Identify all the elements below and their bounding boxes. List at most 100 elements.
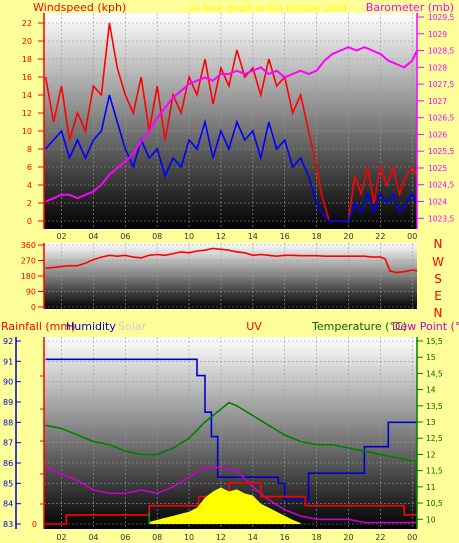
rain-x-tick-label: 10	[184, 533, 194, 542]
temperature-title: Temperature (°C)	[311, 320, 407, 333]
wind-right-title: Barometer (mb)	[366, 1, 454, 14]
direction-tick-label: 180	[21, 272, 36, 281]
humidity-tick-label: 89	[3, 398, 13, 407]
wind-x-tick-label: 10	[184, 232, 194, 241]
rain-tick-label: 0	[32, 520, 37, 529]
rain-series-temperature	[45, 401, 417, 462]
solar-title: Solar	[118, 320, 147, 333]
wind-x-tick-label: 00	[407, 232, 417, 241]
wind-left-tick-label: 4	[27, 181, 32, 190]
wind-right-tick-label: 1027,5	[428, 80, 454, 89]
direction-grid	[44, 243, 417, 309]
humidity-tick-label: 87	[3, 439, 13, 448]
humidity-tick-label: 90	[3, 378, 13, 387]
rainfall-title: Rainfall (mm)	[1, 320, 75, 333]
humidity-tick-label: 83	[3, 520, 13, 529]
humidity-tick-label: 88	[3, 418, 13, 427]
wind-x-tick-label: 08	[152, 232, 162, 241]
temperature-axis: 10 10,5 11 11,5 12 12,5 13 13,5 14 14,5 15 15,5	[417, 337, 443, 524]
rain-x-tick-label: 02	[56, 533, 66, 542]
rain-series-rainfall	[45, 482, 417, 525]
wind-left-tick-label: 20	[22, 37, 32, 46]
wind-x-tick-label: 14	[248, 232, 258, 241]
wind-right-tick-label: 1024	[428, 198, 447, 207]
wind-left-tick-label: 2	[27, 199, 32, 208]
wind-x-axis: 02 04 06 08 10 12 14 16 18 20 22 00	[56, 232, 417, 241]
temperature-tick-label: 12	[426, 450, 436, 459]
rain-axis: 0	[32, 375, 44, 529]
wind-right-tick-label: 1024,5	[428, 181, 454, 190]
temperature-tick-label: 11,5	[426, 467, 443, 476]
temperature-tick-label: 13	[426, 418, 436, 427]
temperature-tick-label: 11	[426, 483, 436, 492]
wind-right-tick-label: 1029,5	[428, 13, 454, 22]
temperature-tick-label: 14	[426, 386, 436, 395]
wind-right-tick-label: 1025	[428, 164, 447, 173]
rain-series-dewpoint	[45, 466, 417, 524]
rain-x-tick-label: 04	[88, 533, 98, 542]
wind-series	[44, 22, 418, 222]
temperature-tick-label: 13,5	[426, 402, 443, 411]
temperature-tick-label: 10,5	[426, 499, 443, 508]
wind-series-pressure	[45, 46, 418, 203]
wind-x-tick-label: 22	[375, 232, 385, 241]
rain-x-tick-label: 00	[407, 533, 417, 542]
temperature-tick-label: 15	[426, 353, 436, 362]
direction-series-direction	[45, 247, 418, 274]
compass-label-s: S	[434, 272, 442, 286]
direction-tick-label: 0	[31, 303, 36, 312]
rain-x-tick-label: 06	[120, 533, 130, 542]
compass-label-n-top: N	[434, 237, 443, 251]
wind-right-tick-label: 1025,5	[428, 147, 454, 156]
humidity-title: Humidity	[66, 320, 116, 333]
temperature-tick-label: 10	[426, 515, 436, 524]
wind-x-tick-label: 16	[280, 232, 290, 241]
rain-x-tick-label: 22	[375, 533, 385, 542]
temperature-tick-label: 15,5	[426, 337, 443, 346]
wind-series-average	[45, 94, 418, 222]
wind-left-tick-label: 10	[22, 127, 32, 136]
wind-x-tick-label: 06	[120, 232, 130, 241]
wind-pressure-chart: Windspeed (kph) 24 hour graph to 6th Oct…	[22, 1, 455, 241]
temperature-tick-label: 14,5	[426, 369, 443, 378]
rain-series-solar	[149, 487, 301, 524]
rain-humidity-temp-chart: Rainfall (mm) Humidity Solar UV Temperat…	[1, 320, 459, 542]
humidity-tick-label: 91	[3, 357, 13, 366]
humidity-tick-label: 85	[3, 479, 13, 488]
wind-left-tick-label: 16	[22, 73, 32, 82]
compass-label-e: E	[434, 289, 442, 303]
wind-right-tick-label: 1026,5	[428, 114, 454, 123]
compass-labels: N W S E N	[432, 237, 444, 320]
wind-right-tick-label: 1028	[428, 63, 447, 72]
wind-left-tick-label: 14	[22, 91, 32, 100]
wind-x-tick-label: 20	[343, 232, 353, 241]
humidity-axis: 83 84 85 86 87 88 89 90 91 92	[3, 337, 21, 529]
rain-x-tick-label: 20	[343, 533, 353, 542]
wind-center-title: 24 hour graph to 6th October 2024	[189, 4, 348, 14]
wind-direction-chart: 0 90 180 270 360 N W S E N	[21, 237, 444, 320]
wind-right-tick-label: 1028,5	[428, 47, 454, 56]
compass-label-n-bottom: N	[434, 306, 443, 320]
direction-series	[45, 247, 418, 274]
wind-x-tick-label: 18	[311, 232, 321, 241]
direction-tick-label: 270	[21, 257, 36, 266]
uv-title: UV	[246, 320, 262, 333]
wind-right-tick-label: 1029	[428, 30, 447, 39]
humidity-tick-label: 84	[3, 500, 13, 509]
rain-x-tick-label: 08	[152, 533, 162, 542]
wind-left-tick-label: 6	[27, 163, 32, 172]
rain-x-axis: 02 04 06 08 10 12 14 16 18 20 22 00	[56, 533, 417, 542]
humidity-tick-label: 86	[3, 459, 13, 468]
wind-x-tick-label: 04	[88, 232, 98, 241]
direction-y-axis: 0 90 180 270 360	[21, 241, 44, 312]
wind-left-tick-label: 12	[22, 109, 32, 118]
wind-left-tick-label: 22	[22, 19, 32, 28]
wind-x-tick-label: 02	[56, 232, 66, 241]
compass-label-w: W	[432, 255, 444, 269]
wind-left-tick-label: 18	[22, 55, 32, 64]
wind-x-tick-label: 12	[216, 232, 226, 241]
direction-tick-label: 360	[21, 241, 36, 250]
rain-x-tick-label: 18	[311, 533, 321, 542]
wind-right-tick-label: 1027	[428, 97, 447, 106]
